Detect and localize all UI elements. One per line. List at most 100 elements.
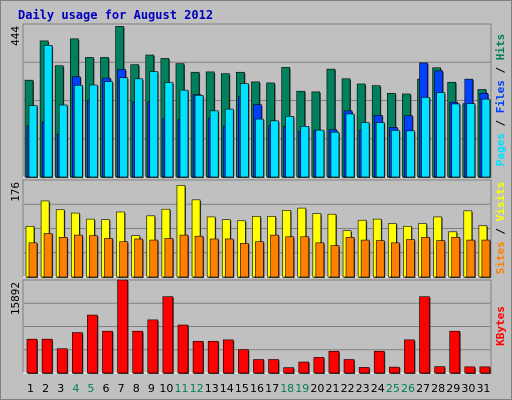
pages-bar-day-21 [330, 131, 340, 178]
sites-bar-day-6 [104, 238, 114, 278]
x-tick-label-day-15: 15 [235, 382, 249, 395]
x-tick-label-day-28: 28 [431, 382, 445, 395]
kbytes-bar-day-19 [298, 361, 310, 374]
ymax-label-panel-2: 176 [9, 182, 22, 202]
x-tick-label-day-19: 19 [295, 382, 309, 395]
x-tick-label-day-11: 11 [175, 382, 189, 395]
x-tick-label-day-9: 9 [148, 382, 155, 395]
sites-bar-day-25 [391, 242, 401, 278]
kbytes-bar-day-3 [56, 348, 69, 374]
pages-bar-day-20 [315, 129, 325, 178]
sites-bar-day-2 [43, 233, 54, 278]
kbytes-bar-day-26 [404, 339, 416, 374]
x-tick-label-day-29: 29 [446, 382, 460, 395]
pages-bar-day-23 [360, 122, 371, 178]
pages-bar-day-8 [134, 78, 144, 178]
sites-bar-day-16 [255, 241, 265, 278]
x-tick-label-day-8: 8 [133, 382, 140, 395]
kbytes-bar-day-13 [207, 340, 220, 374]
sites-bar-day-4 [73, 234, 84, 278]
pages-bar-day-15 [240, 83, 250, 178]
kbytes-bar-day-24 [373, 350, 386, 374]
kbytes-bar-day-22 [343, 359, 356, 374]
x-tick-label-day-25: 25 [386, 382, 400, 395]
kbytes-bar-day-2 [41, 338, 54, 374]
x-tick-label-day-5: 5 [87, 382, 94, 395]
pages-bar-day-7 [119, 77, 129, 178]
sites-bar-day-7 [119, 241, 129, 278]
sites-bar-day-15 [240, 243, 250, 278]
kbytes-bar-day-11 [177, 324, 189, 374]
x-tick-label-day-20: 20 [310, 382, 324, 395]
x-tick-label-day-13: 13 [205, 382, 219, 395]
x-tick-label-day-3: 3 [57, 382, 64, 395]
series-label-part-2: / [494, 113, 507, 133]
x-tick-label-day-1: 1 [27, 382, 34, 395]
kbytes-bar-day-30 [464, 366, 476, 374]
pages-bar-day-6 [104, 81, 114, 178]
pages-bar-day-16 [255, 118, 265, 178]
kbytes-bar-day-18 [283, 367, 295, 374]
x-tick-label-day-16: 16 [250, 382, 264, 395]
kbytes-bar-day-6 [102, 330, 114, 374]
pages-bar-day-27 [421, 97, 431, 178]
pages-bar-day-4 [73, 85, 84, 178]
sites-bar-day-11 [179, 234, 189, 278]
pages-bar-day-1 [28, 105, 38, 178]
series-label-part-2: / [494, 221, 507, 241]
kbytes-bar-day-9 [147, 319, 159, 374]
series-label-part-4: / [494, 60, 507, 80]
sites-bar-day-3 [58, 237, 69, 278]
sites-bar-day-22 [345, 237, 356, 278]
pages-bar-day-3 [58, 104, 69, 178]
sites-bar-day-9 [149, 239, 159, 278]
series-label-panel-1: Pages / Files / Hits [494, 34, 507, 167]
sites-bar-day-19 [300, 236, 310, 278]
kbytes-bar-day-14 [222, 339, 235, 374]
pages-bar-day-5 [89, 84, 99, 178]
x-tick-label-day-27: 27 [416, 382, 430, 395]
sites-bar-day-30 [466, 239, 476, 278]
pages-bar-day-31 [481, 98, 491, 178]
pages-bar-day-28 [436, 92, 446, 178]
x-tick-label-day-17: 17 [265, 382, 279, 395]
pages-bar-day-11 [179, 89, 189, 178]
sites-bar-day-10 [164, 238, 174, 278]
sites-bar-day-12 [194, 235, 205, 278]
kbytes-bar-day-28 [434, 366, 446, 374]
kbytes-bar-day-21 [328, 350, 340, 374]
pages-bar-day-18 [285, 116, 295, 178]
sites-bar-day-1 [28, 242, 38, 278]
pages-bar-day-12 [194, 95, 205, 178]
pages-bar-day-25 [391, 130, 401, 178]
x-tick-label-day-14: 14 [220, 382, 234, 395]
kbytes-bar-day-16 [253, 359, 265, 374]
kbytes-bar-day-23 [358, 367, 371, 374]
pages-bar-day-30 [466, 103, 476, 178]
pages-bar-day-26 [406, 130, 416, 178]
sites-bar-day-23 [360, 239, 371, 278]
series-label-part-1: KBytes [494, 306, 507, 346]
x-tick-label-day-7: 7 [118, 382, 125, 395]
ymax-label-panel-1: 444 [9, 26, 22, 46]
sites-bar-day-14 [224, 238, 235, 278]
pages-bar-day-29 [451, 103, 461, 178]
x-tick-label-day-18: 18 [280, 382, 294, 395]
x-tick-label-day-22: 22 [341, 382, 355, 395]
kbytes-bar-day-4 [71, 332, 84, 374]
x-tick-label-day-24: 24 [371, 382, 385, 395]
sites-bar-day-24 [375, 240, 386, 278]
pages-bar-day-13 [209, 110, 220, 178]
chart-title: Daily usage for August 2012 [18, 8, 214, 22]
sites-bar-day-29 [451, 237, 461, 278]
pages-bar-day-17 [270, 120, 280, 178]
kbytes-bar-day-20 [313, 357, 325, 374]
kbytes-bar-day-10 [162, 296, 174, 374]
kbytes-bar-day-8 [132, 330, 144, 374]
sites-bar-day-28 [436, 240, 446, 278]
series-label-panel-2: Sites / Visits [494, 182, 507, 275]
x-tick-label-day-4: 4 [72, 382, 79, 395]
pages-bar-day-14 [224, 108, 235, 178]
pages-bar-day-22 [345, 113, 356, 178]
ymax-label-panel-3: 15892 [9, 282, 22, 315]
